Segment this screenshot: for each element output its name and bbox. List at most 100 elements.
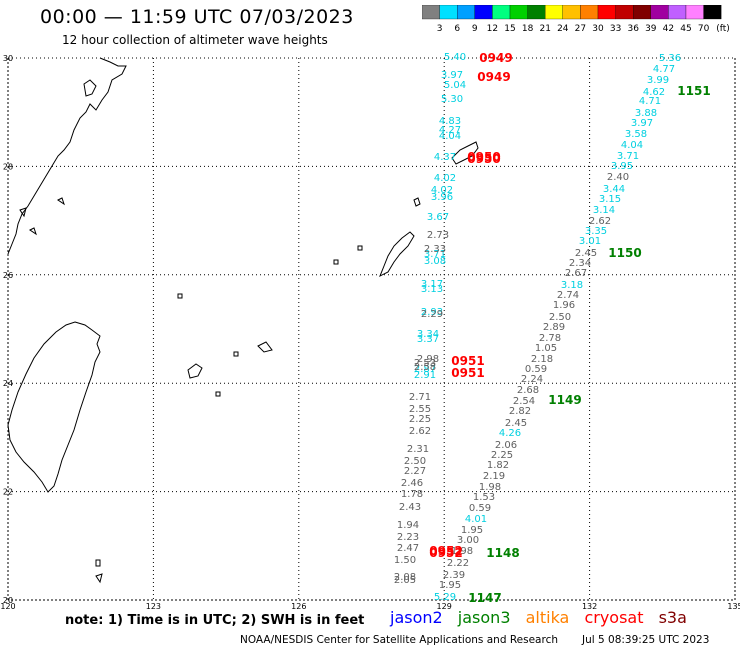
swh-value: 2.31 [407, 444, 429, 455]
axis-labels: 120 123 126 129 132 135 30 28 26 24 22 20 [0, 54, 740, 611]
legend-tick: 33 [610, 24, 621, 34]
swh-value: 2.33 [424, 244, 446, 255]
small-islet-c [177, 293, 183, 299]
time-label: 0950 [467, 152, 500, 166]
swh-value: 5.40 [444, 52, 466, 63]
legend-tick: 9 [472, 24, 478, 34]
swh-value: 0.59 [525, 364, 547, 375]
swh-value: 3.95 [611, 161, 633, 172]
swh-value: 4.01 [465, 514, 487, 525]
swh-value: 2.22 [447, 558, 469, 569]
swh-value: 2.62 [589, 216, 611, 227]
swh-value: 3.34 [417, 329, 439, 340]
sat-altika: altika [525, 608, 570, 627]
swh-value: 3.97 [441, 70, 463, 81]
swh-value: 2.58 [414, 362, 436, 373]
swh-value: 2.47 [397, 543, 419, 554]
swh-value: 2.54 [513, 396, 535, 407]
swh-value: 3.67 [427, 212, 449, 223]
kyushu-detail [83, 79, 97, 97]
legend-tick: 39 [645, 24, 657, 34]
credit-text: NOAA/NESDIS Center for Satellite Applica… [240, 634, 558, 646]
okinawa-island [379, 231, 415, 278]
lat-label: 24 [3, 379, 13, 388]
time-label: 0949 [477, 70, 510, 84]
time-label: 0950 [467, 150, 500, 164]
swh-value: 2.89 [543, 322, 565, 333]
lat-label: 30 [3, 54, 13, 63]
swh-value: 1.95 [439, 580, 461, 591]
swh-value: 4.04 [439, 131, 461, 142]
swh-value: 2.05 [394, 575, 416, 586]
kyushu-coast [7, 57, 127, 255]
swh-value: 2.34 [569, 258, 591, 269]
swh-value: 2.71 [409, 392, 431, 403]
satellite-legend: jason2 jason3 altika cryosat s3a [390, 608, 697, 627]
swh-value: 4.26 [499, 428, 521, 439]
swh-value: 4.71 [639, 96, 661, 107]
swh-value: 2.74 [557, 290, 579, 301]
time-label: 0951 [451, 366, 484, 380]
swh-value: 2.08 [394, 572, 416, 583]
legend-tick: 12 [487, 24, 498, 34]
lon-label: 135 [727, 602, 740, 611]
swh-value: 1.96 [553, 300, 575, 311]
swh-value: 2.62 [409, 426, 431, 437]
page-subtitle: 12 hour collection of altimeter wave hei… [62, 33, 328, 47]
swh-value: 3.13 [421, 284, 443, 295]
swh-value: 2.73 [427, 230, 449, 241]
swh-value: 1.98 [451, 546, 473, 557]
sat-jason2: jason2 [390, 608, 443, 627]
page-title: 00:00 — 11:59 UTC 07/03/2023 [40, 6, 354, 28]
graticule [7, 57, 736, 601]
swh-value: 2.82 [509, 406, 531, 417]
swh-value: 2.67 [565, 268, 587, 279]
swh-value: 2.93 [421, 307, 443, 318]
lon-label: 120 [0, 602, 15, 611]
swh-value: 2.45 [505, 418, 527, 429]
legend-tick: 21 [539, 24, 550, 34]
swh-value: 2.25 [491, 450, 513, 461]
swh-value: 4.37 [434, 152, 456, 163]
swh-value: 3.71 [424, 249, 446, 260]
swh-value: 3.08 [424, 256, 446, 267]
swh-value: 3.01 [579, 236, 601, 247]
lat-label: 28 [3, 162, 13, 171]
sat-s3a: s3a [658, 608, 687, 627]
swh-value: 2.55 [409, 404, 431, 415]
swh-value: 4.04 [621, 140, 643, 151]
swh-value: 1.05 [535, 343, 557, 354]
swh-value: 2.91 [414, 370, 436, 381]
time-label: 1150 [608, 246, 641, 260]
color-legend: 3 6 9 12 15 18 21 24 27 30 33 36 39 42 45 70 (ft) [422, 5, 730, 34]
swh-value: 5.36 [659, 53, 681, 64]
swh-value: 2.19 [483, 471, 505, 482]
swh-value: 2.98 [417, 354, 439, 365]
time-label: 0949 [479, 51, 512, 65]
swh-value: 3.88 [635, 108, 657, 119]
miyako-island [257, 341, 273, 353]
swh-value: 2.06 [495, 440, 517, 451]
legend-tick: 6 [454, 24, 460, 34]
legend-tick: 3 [437, 24, 443, 34]
legend-tick: 45 [680, 24, 691, 34]
small-islet-b [333, 259, 339, 265]
swh-value: 4.02 [434, 173, 456, 184]
time-label: 1147 [468, 591, 501, 605]
swh-value: 3.00 [457, 535, 479, 546]
amami-island [451, 141, 479, 165]
tokunoshima [413, 197, 421, 207]
swh-value: 2.40 [607, 172, 629, 183]
legend-tick: 18 [522, 24, 534, 34]
swh-value: 2.43 [399, 502, 421, 513]
small-islet-f [215, 391, 221, 397]
swh-value: 2.50 [549, 312, 571, 323]
swh-value: 3.17 [421, 279, 443, 290]
swh-value: 1.94 [397, 520, 419, 531]
legend-tick: 70 [698, 24, 710, 34]
swh-value: 3.97 [631, 118, 653, 129]
lon-label: 123 [146, 602, 161, 611]
swh-value: 3.44 [603, 184, 625, 195]
swh-value: 5.29 [434, 592, 456, 603]
